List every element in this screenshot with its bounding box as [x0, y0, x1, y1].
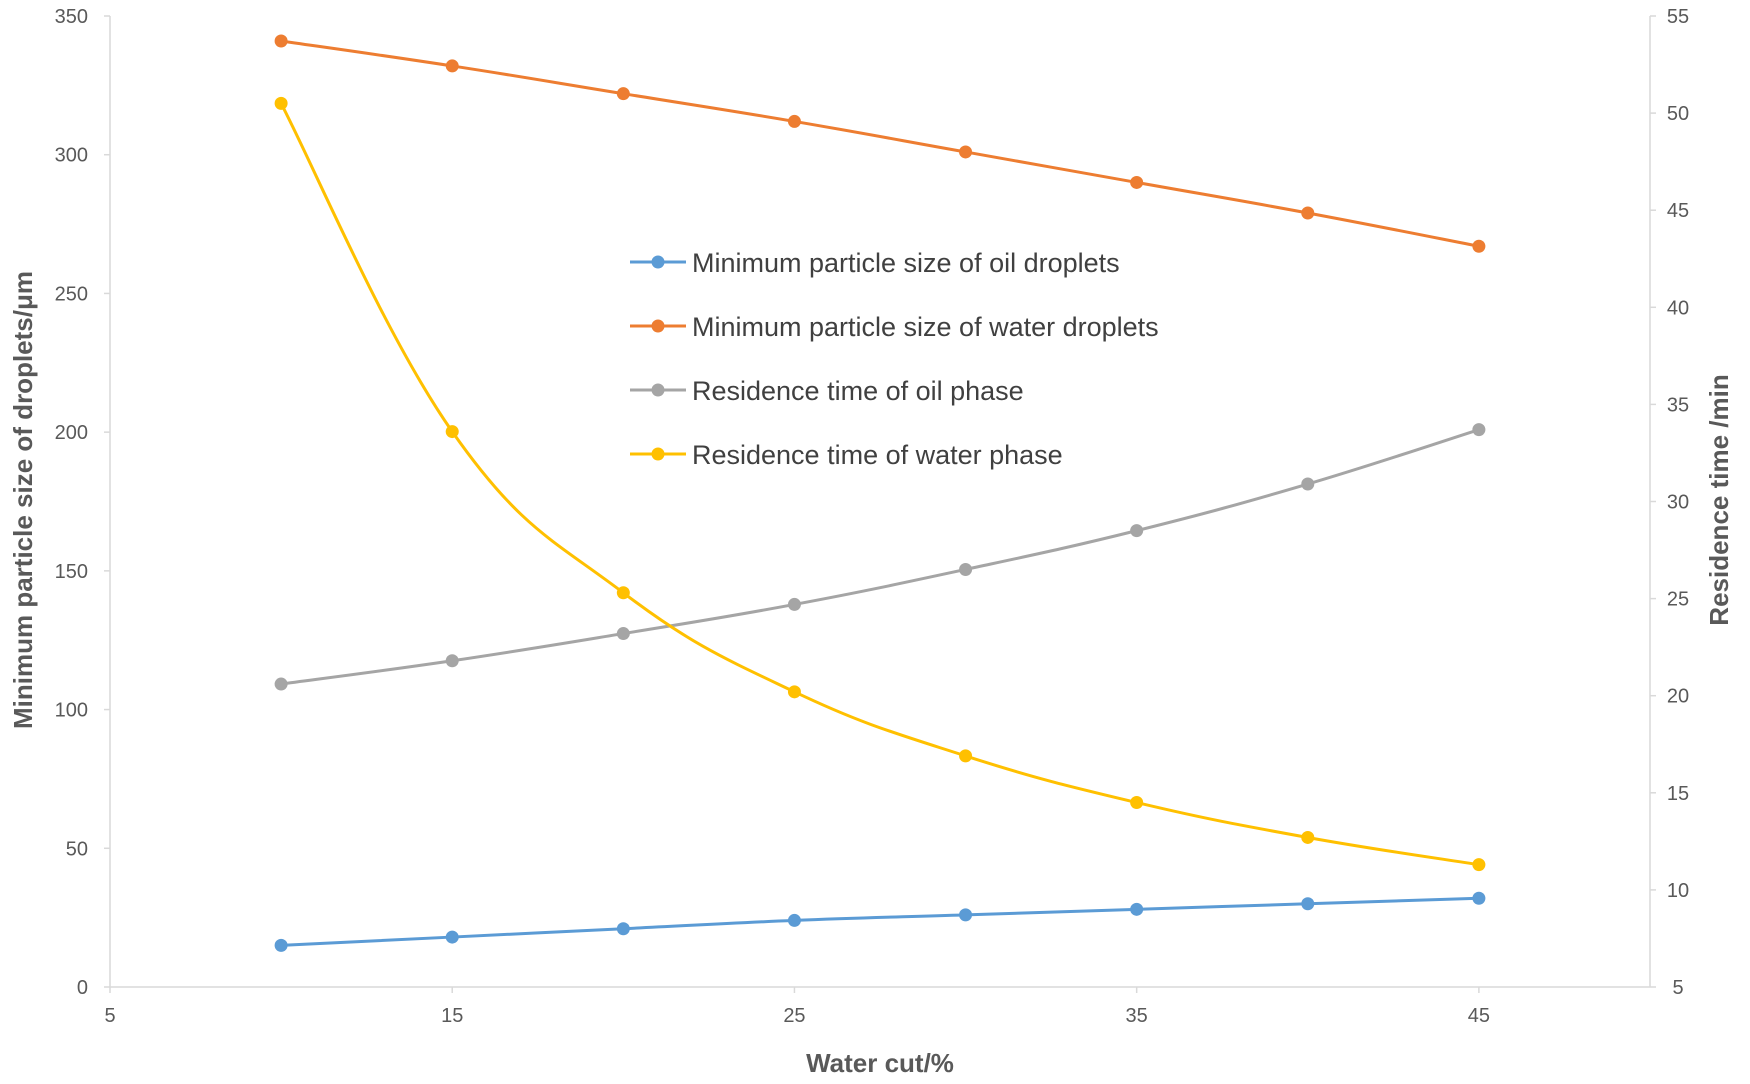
- legend: Minimum particle size of oil droplets Min…: [630, 248, 1159, 470]
- y-tick-label: 250: [55, 283, 88, 305]
- legend-label: Minimum particle size of oil droplets: [692, 248, 1120, 278]
- legend-label: Minimum particle size of water droplets: [692, 312, 1159, 342]
- y2-axis-title: Residence time /min: [1704, 374, 1734, 625]
- y2-tick-label: 30: [1667, 492, 1689, 514]
- data-point: [959, 749, 973, 763]
- series-1: [274, 891, 1486, 952]
- data-point: [787, 597, 801, 611]
- data-point: [445, 425, 459, 439]
- series-2: [274, 34, 1486, 253]
- data-point: [787, 913, 801, 927]
- legend-marker: [651, 447, 665, 461]
- data-point: [445, 930, 459, 944]
- data-point: [959, 562, 973, 576]
- series-line: [279, 102, 1480, 867]
- data-point: [1301, 897, 1315, 911]
- axes: [104, 15, 1656, 993]
- y-tick-label: 150: [55, 561, 88, 583]
- data-point: [445, 654, 459, 668]
- data-point: [445, 59, 459, 73]
- data-point: [274, 34, 288, 48]
- x-tick-label: 45: [1468, 1005, 1490, 1027]
- data-point: [1472, 423, 1486, 437]
- data-point: [959, 145, 973, 159]
- series-line: [280, 39, 1480, 248]
- y2-tick-label: 20: [1667, 686, 1689, 708]
- y-axis-title: Minimum particle size of droplets/μm: [8, 271, 38, 729]
- series-line: [280, 428, 1480, 686]
- y-tick-label: 300: [55, 145, 88, 167]
- series-4: [274, 96, 1486, 872]
- y-tick-label: 50: [66, 838, 88, 860]
- data-point: [1472, 891, 1486, 905]
- data-point: [274, 938, 288, 952]
- legend-label: Residence time of oil phase: [692, 376, 1024, 406]
- data-point: [1130, 175, 1144, 189]
- series-line: [281, 896, 1479, 947]
- data-point: [274, 96, 288, 110]
- data-point: [1472, 858, 1486, 872]
- data-point: [616, 586, 630, 600]
- legend-marker: [651, 319, 665, 333]
- tick-labels: 5 15 25 35 45 0 50 100 150 200 250 300 350 5 10 15 20 25 3…: [55, 6, 1690, 1027]
- data-point: [1130, 902, 1144, 916]
- data-point: [616, 627, 630, 641]
- y-tick-label: 0: [77, 977, 88, 999]
- data-point: [616, 87, 630, 101]
- y2-tick-label: 10: [1667, 880, 1689, 902]
- x-tick-label: 15: [441, 1005, 463, 1027]
- y2-tick-label: 55: [1667, 6, 1689, 28]
- data-point: [787, 685, 801, 699]
- series-layer: [274, 34, 1486, 952]
- data-point: [1130, 796, 1144, 810]
- data-point: [959, 908, 973, 922]
- data-point: [1301, 830, 1315, 844]
- series-3: [274, 423, 1486, 691]
- y-tick-label: 100: [55, 700, 88, 722]
- data-point: [1301, 477, 1315, 491]
- x-axis-title: Water cut/%: [806, 1048, 954, 1078]
- y-tick-label: 200: [55, 422, 88, 444]
- data-point: [1130, 524, 1144, 538]
- y2-tick-label: 50: [1667, 103, 1689, 125]
- legend-marker: [651, 255, 665, 269]
- y2-tick-label: 45: [1667, 200, 1689, 222]
- legend-marker: [651, 383, 665, 397]
- data-point: [616, 922, 630, 936]
- y2-tick-label: 25: [1667, 589, 1689, 611]
- data-point: [1301, 206, 1315, 220]
- x-tick-label: 5: [104, 1005, 115, 1027]
- y2-tick-label: 35: [1667, 394, 1689, 416]
- y2-tick-label: 40: [1667, 297, 1689, 319]
- x-tick-label: 25: [783, 1005, 805, 1027]
- y2-tick-label: 5: [1672, 977, 1683, 999]
- data-point: [787, 114, 801, 128]
- y-tick-label: 350: [55, 6, 88, 28]
- data-point: [1472, 239, 1486, 253]
- x-tick-label: 35: [1126, 1005, 1148, 1027]
- y2-tick-label: 15: [1667, 783, 1689, 805]
- data-point: [274, 677, 288, 691]
- legend-label: Residence time of water phase: [692, 440, 1063, 470]
